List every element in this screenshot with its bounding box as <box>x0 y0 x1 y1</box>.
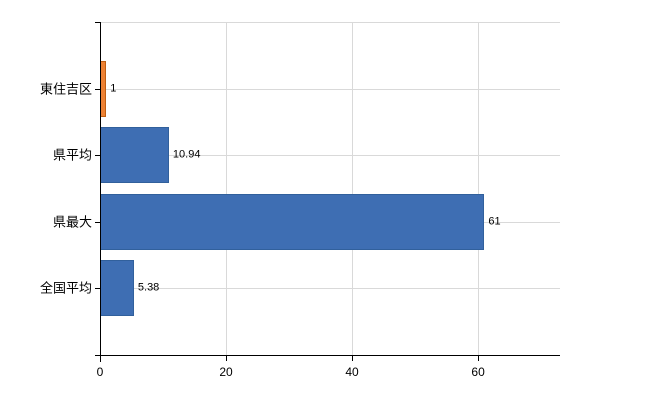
plot-area: 0 20 40 60 東住吉区 1 県平均 10.94 県最大 61 全国平均 5.38 <box>40 22 560 378</box>
x-gridline <box>478 22 480 355</box>
value-label: 10.94 <box>172 148 201 161</box>
x-gridline <box>352 22 354 355</box>
bar[interactable] <box>100 127 169 184</box>
y-gridline <box>100 88 560 90</box>
y-axis-tick <box>95 155 100 157</box>
y-axis-line <box>100 22 101 362</box>
y-axis-tick <box>95 288 100 290</box>
y-axis-tick <box>95 88 100 90</box>
category-label: 県最大 <box>52 214 92 230</box>
y-axis-tick <box>95 221 100 223</box>
x-tick-label: 40 <box>345 365 359 379</box>
category-label: 全国平均 <box>39 280 92 296</box>
y-gridline <box>100 288 560 290</box>
y-gridline <box>100 155 560 157</box>
x-axis-tick <box>352 355 354 361</box>
value-label: 61 <box>488 215 501 228</box>
x-gridline <box>226 22 228 355</box>
x-axis-line <box>95 355 560 356</box>
y-axis-tick <box>95 22 100 23</box>
value-label: 5.38 <box>137 281 160 294</box>
x-axis-tick <box>226 355 228 361</box>
plot-top-border <box>100 22 560 23</box>
x-tick-label: 20 <box>219 365 233 379</box>
bar[interactable] <box>100 260 134 317</box>
x-tick-label: 60 <box>471 365 485 379</box>
x-tick-label: 0 <box>96 365 104 379</box>
category-label: 東住吉区 <box>39 81 92 97</box>
category-label: 県平均 <box>52 147 92 163</box>
bar[interactable] <box>100 193 485 250</box>
x-axis-tick <box>478 355 480 361</box>
value-label: 1 <box>110 82 117 95</box>
